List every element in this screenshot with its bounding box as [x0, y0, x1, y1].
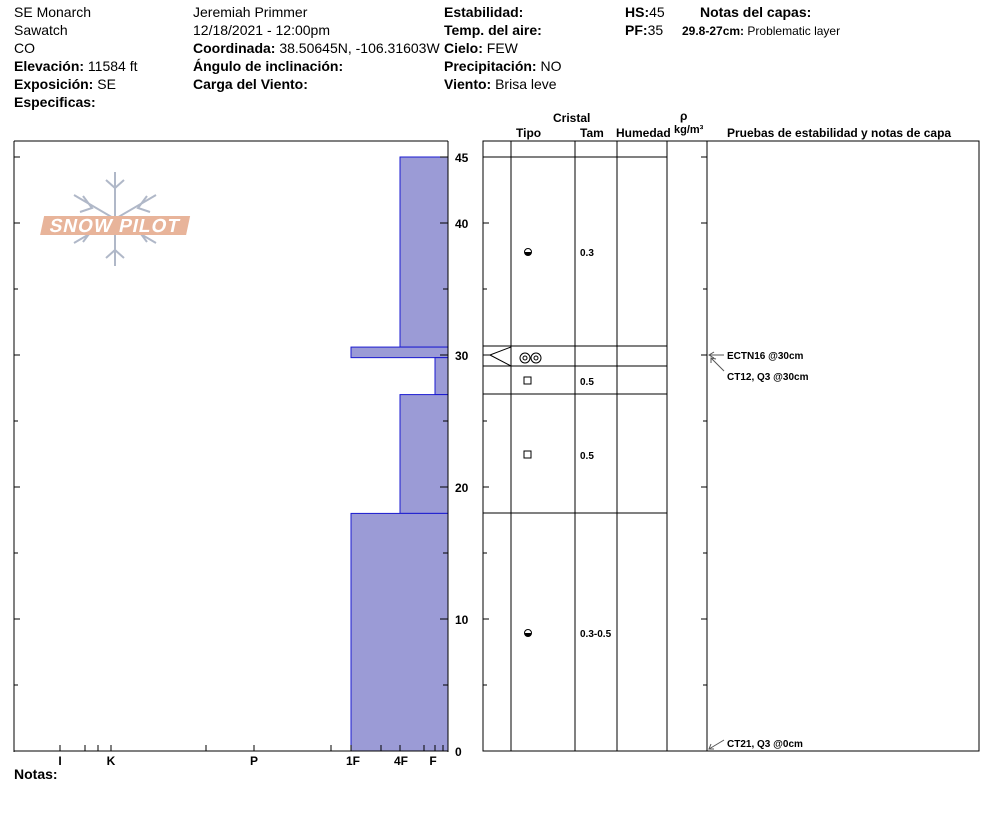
- aspect-value: SE: [97, 76, 116, 92]
- layer-note-text: Problematic layer: [747, 24, 841, 38]
- layer-table: [482, 140, 980, 752]
- hardness-layer: [399, 156, 449, 348]
- density-unit: kg/m³: [674, 124, 704, 136]
- depth-label-40: 40: [455, 217, 469, 231]
- pf: PF:35: [625, 21, 663, 39]
- hardness-label-4f: 4F: [394, 754, 408, 768]
- hardness-label-k: K: [107, 754, 116, 768]
- slope-angle-label: Ángulo de inclinación:: [193, 58, 344, 74]
- depth-label-0: 0: [455, 745, 462, 759]
- depth-label-30: 30: [455, 349, 469, 363]
- hs-value: 45: [649, 4, 665, 20]
- grain-size-label: 0.5: [580, 377, 594, 388]
- density-symbol: ρ: [680, 109, 688, 123]
- grain-symbol-faceted: [523, 450, 532, 459]
- hs: HS:45: [625, 3, 665, 21]
- sky-value: FEW: [486, 40, 518, 56]
- elevation-label: Elevación:: [14, 58, 85, 74]
- layer-note: 29.8-27cm: Problematic layer: [682, 22, 840, 40]
- pf-value: 35: [647, 22, 664, 38]
- layer-note-range: 29.8-27cm:: [682, 24, 745, 38]
- test-arrows: [708, 351, 725, 750]
- table-right-ticks: [483, 156, 707, 752]
- size-header: Tam: [580, 126, 604, 140]
- datetime: 12/18/2021 - 12:00pm: [193, 22, 330, 38]
- logo-band: [40, 216, 191, 235]
- hardness-label-1f: 1F: [346, 754, 360, 768]
- range: Sawatch: [14, 22, 68, 38]
- coordinate-value: 38.50645N, -106.31603W: [279, 40, 440, 56]
- layer-notes-label: Notas del capas:: [700, 4, 812, 20]
- air-temp-label: Temp. del aire:: [444, 22, 542, 38]
- grain-symbol-rounded: [524, 248, 532, 256]
- test-result-ct21: CT21, Q3 @0cm: [727, 739, 803, 750]
- precip-value: NO: [540, 58, 562, 74]
- hardness-layer: [350, 512, 449, 752]
- depth-label-10: 10: [455, 613, 469, 627]
- type-header: Tipo: [516, 126, 542, 140]
- notes-label: Notas:: [14, 766, 58, 782]
- coordinate-label: Coordinada:: [193, 40, 276, 56]
- hardness-label-i: I: [58, 754, 61, 768]
- hardness-layers: [350, 156, 449, 752]
- hardness-label-f: F: [429, 754, 436, 768]
- stability-label: Estabilidad:: [444, 4, 524, 20]
- grain-symbol-surface-hoar: [519, 352, 542, 364]
- table-border: [482, 140, 980, 752]
- hardness-label-p: P: [250, 754, 258, 768]
- hardness-layer: [399, 394, 449, 514]
- pf-label: PF:: [625, 22, 648, 38]
- tests-header: Pruebas de estabilidad y notas de capa: [727, 126, 952, 140]
- snowpilot-logo: SNOW PILOT: [40, 172, 191, 266]
- wind: Viento: Brisa leve: [444, 75, 557, 93]
- test-result-ectn: ECTN16 @30cm: [727, 351, 804, 362]
- grain-symbol-faceted: [523, 376, 532, 385]
- elevation: Elevación: 11584 ft: [14, 57, 137, 75]
- aspect-label: Exposición:: [14, 76, 94, 92]
- depth-ticks: [440, 156, 448, 752]
- grain-symbol-rounded: [524, 629, 532, 637]
- specifics-label: Especificas:: [14, 94, 96, 110]
- wind-label: Viento:: [444, 76, 492, 92]
- precip-label: Precipitación:: [444, 58, 537, 74]
- left-minor-ticks: [14, 156, 20, 752]
- wind-value: Brisa leve: [495, 76, 557, 92]
- aspect: Exposición: SE: [14, 75, 116, 93]
- hardness-layer: [434, 357, 449, 396]
- test-result-ct12: CT12, Q3 @30cm: [727, 372, 809, 383]
- table-row-lines: [483, 156, 667, 514]
- elevation-value: 11584 ft: [87, 58, 138, 74]
- grain-size-label: 0.3: [580, 248, 594, 259]
- state: CO: [14, 40, 35, 56]
- logo-text: SNOW PILOT: [48, 216, 183, 237]
- hs-label: HS:: [625, 4, 650, 20]
- connector-line: [489, 354, 512, 367]
- grain-size-label: 0.3-0.5: [580, 629, 612, 640]
- depth-label-20: 20: [455, 481, 469, 495]
- location: SE Monarch: [14, 4, 92, 20]
- moisture-header: Humedad: [616, 126, 671, 140]
- sky-label: Cielo:: [444, 40, 483, 56]
- grain-size-label: 0.5: [580, 451, 594, 462]
- connector-line: [483, 346, 512, 356]
- observer: Jeremiah Primmer: [193, 4, 308, 20]
- wind-load-label: Carga del Viento:: [193, 76, 308, 92]
- hardness-ticks: [59, 745, 444, 751]
- crystal-header: Cristal: [553, 111, 591, 125]
- depth-label-45: 45: [455, 151, 469, 165]
- hardness-layer: [350, 346, 449, 359]
- precipitation: Precipitación: NO: [444, 57, 561, 75]
- coordinate: Coordinada: 38.50645N, -106.31603W: [193, 39, 440, 57]
- sky: Cielo: FEW: [444, 39, 518, 57]
